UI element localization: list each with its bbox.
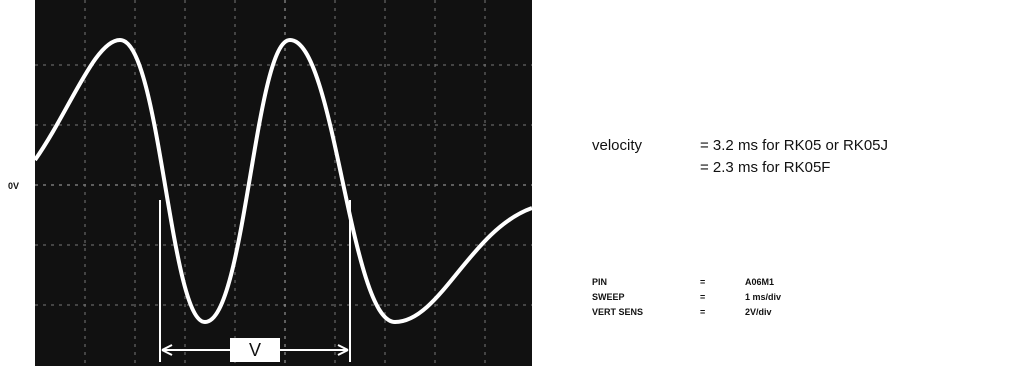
setting-sep: = xyxy=(700,307,705,317)
setting-name: SWEEP xyxy=(592,292,625,302)
page: V 0V velocity = 3.2 ms for RK05 or RK05J… xyxy=(0,0,1016,366)
scope-screen xyxy=(35,0,532,366)
setting-name: PIN xyxy=(592,277,607,287)
velocity-label: velocity xyxy=(592,137,643,154)
setting-value: 2V/div xyxy=(745,307,772,317)
setting-sep: = xyxy=(700,292,705,302)
velocity-line: = 3.2 ms for RK05 or RK05J xyxy=(700,137,888,154)
setting-sep: = xyxy=(700,277,705,287)
marker-label: V xyxy=(249,340,261,360)
ground-label: 0V xyxy=(8,181,19,191)
setting-name: VERT SENS xyxy=(592,307,643,317)
velocity-line: = 2.3 ms for RK05F xyxy=(700,159,830,176)
setting-value: 1 ms/div xyxy=(745,292,781,302)
setting-value: A06M1 xyxy=(745,277,774,287)
